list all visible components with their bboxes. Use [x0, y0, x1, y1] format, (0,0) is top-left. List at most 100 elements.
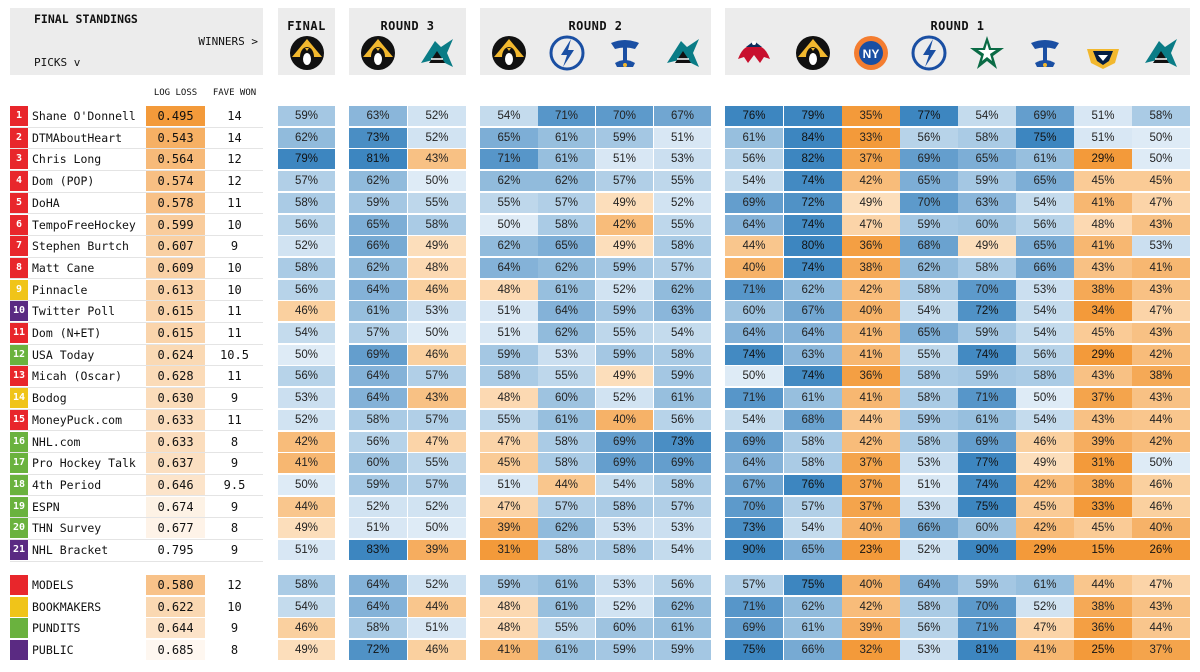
- pick-cell-r3: 57%: [408, 409, 466, 430]
- pick-cell-r1: 35%: [842, 106, 900, 126]
- pick-cell-r1: 37%: [842, 149, 900, 170]
- pick-cell-r1: 61%: [1016, 575, 1074, 595]
- pick-cell-r1: 41%: [842, 344, 900, 365]
- pick-cell-r3: 66%: [349, 236, 407, 257]
- pick-cell-r1: 74%: [784, 366, 842, 387]
- pick-cell-r1: 54%: [784, 518, 842, 539]
- log-loss-cell: 0.564: [146, 149, 205, 170]
- row-divider: [10, 278, 263, 280]
- pick-cell-r1: 41%: [1016, 640, 1074, 661]
- table-row: 4 Dom (POP) 0.574 12 57% 62% 50% 62% 62% 57% 55% 54…: [0, 170, 1200, 192]
- table-row: 16 NHL.com 0.633 8 42% 56% 47% 47% 58% 69% 73% 69% 5…: [0, 431, 1200, 453]
- pick-cell-r2: 50%: [480, 214, 538, 235]
- row-divider: [10, 538, 263, 540]
- pick-cell-r3: 64%: [349, 596, 407, 617]
- pick-cell-r1: 43%: [1132, 323, 1190, 343]
- pick-cell-r2: 51%: [654, 127, 711, 148]
- group-color-badge: [10, 618, 28, 639]
- pick-cell-r1: 72%: [784, 192, 842, 213]
- pick-cell-r3: 53%: [408, 301, 466, 322]
- pick-cell-r1: 58%: [900, 431, 958, 452]
- participant-name: Chris Long: [32, 152, 102, 167]
- round-title-round1: ROUND 1: [930, 19, 985, 33]
- rank-badge: 7: [10, 236, 28, 257]
- pick-cell-r2: 62%: [538, 323, 595, 343]
- log-loss-cell: 0.615: [146, 301, 205, 322]
- predators-logo-icon: [1083, 33, 1123, 73]
- pick-cell-r1: 43%: [1074, 409, 1132, 430]
- pick-cell-r3: 61%: [349, 301, 407, 322]
- pick-cell-r1: 60%: [958, 518, 1016, 539]
- pick-cell-r1: 50%: [1132, 127, 1190, 148]
- pick-cell-final: 79%: [278, 149, 335, 170]
- pick-cell-r3: 59%: [349, 192, 407, 213]
- pick-cell-r1: 36%: [842, 236, 900, 257]
- log-loss-cell: 0.633: [146, 409, 205, 430]
- table-row: 14 Bodog 0.630 9 53% 64% 43% 48% 60% 52% 61% 71% 61%…: [0, 387, 1200, 409]
- row-divider: [10, 495, 263, 497]
- pick-cell-r1: 56%: [725, 149, 783, 170]
- participant-name: DoHA: [32, 195, 60, 210]
- fave-won-cell: 9: [230, 391, 239, 406]
- pick-cell-r2: 62%: [480, 236, 538, 257]
- pick-cell-r1: 42%: [842, 279, 900, 300]
- pick-cell-r1: 37%: [1132, 640, 1190, 661]
- log-loss-cell: 0.795: [146, 540, 205, 560]
- pick-cell-r1: 69%: [725, 192, 783, 213]
- pick-cell-r1: 29%: [1074, 149, 1132, 170]
- row-divider: [10, 408, 263, 410]
- pick-cell-r3: 50%: [408, 171, 466, 192]
- pick-cell-r3: 64%: [349, 575, 407, 595]
- pick-cell-r3: 43%: [408, 149, 466, 170]
- pick-cell-final: 56%: [278, 279, 335, 300]
- pick-cell-r1: 49%: [958, 236, 1016, 257]
- pick-cell-r1: 53%: [900, 496, 958, 517]
- pick-cell-r3: 55%: [408, 453, 466, 474]
- pick-cell-r1: 42%: [1132, 344, 1190, 365]
- rank-badge: 6: [10, 214, 28, 235]
- pick-cell-r1: 76%: [784, 474, 842, 495]
- pick-cell-r3: 52%: [349, 496, 407, 517]
- pick-cell-final: 42%: [278, 431, 335, 452]
- pick-cell-r2: 61%: [538, 149, 595, 170]
- rank-badge: 16: [10, 431, 28, 452]
- pick-cell-r1: 58%: [958, 127, 1016, 148]
- pick-cell-final: 58%: [278, 192, 335, 213]
- pick-cell-r1: 58%: [1132, 106, 1190, 126]
- participant-name: Stephen Burtch: [32, 239, 129, 254]
- pick-cell-r1: 58%: [1016, 366, 1074, 387]
- pick-cell-r1: 54%: [1016, 323, 1074, 343]
- round-title-final: FINAL: [287, 19, 326, 33]
- participant-name: THN Survey: [32, 521, 102, 536]
- fave-won-cell: 12: [227, 578, 242, 592]
- table-row: 2 DTMAboutHeart 0.543 14 62% 73% 52% 65% 61% 59% 5…: [0, 127, 1200, 149]
- group-color-badge: [10, 640, 28, 661]
- pick-cell-final: 46%: [278, 301, 335, 322]
- pick-cell-r3: 48%: [408, 257, 466, 278]
- pick-cell-r1: 54%: [725, 171, 783, 192]
- rank-badge: 14: [10, 388, 28, 409]
- pick-cell-r1: 33%: [1074, 496, 1132, 517]
- pick-cell-r1: 68%: [784, 409, 842, 430]
- pick-cell-r1: 29%: [1016, 540, 1074, 560]
- row-divider: [10, 169, 263, 171]
- participant-name: USA Today: [32, 347, 95, 362]
- pick-cell-r1: 47%: [1132, 192, 1190, 213]
- group-row: PUBLIC 0.685 8 49% 72% 46% 41% 61% 59% 59% 75% 66% 3…: [0, 639, 1200, 661]
- pick-cell-r3: 62%: [349, 171, 407, 192]
- pick-cell-r1: 36%: [1074, 618, 1132, 639]
- participant-name: Micah (Oscar): [32, 369, 123, 384]
- pick-cell-r2: 44%: [538, 474, 595, 495]
- pick-cell-r2: 59%: [596, 127, 653, 148]
- blues-logo-icon: [605, 33, 645, 73]
- table-row: 3 Chris Long 0.564 12 79% 81% 43% 71% 61% 51% 53% 5…: [0, 148, 1200, 170]
- pick-cell-r2: 63%: [654, 301, 711, 322]
- pick-cell-r1: 37%: [842, 496, 900, 517]
- row-divider: [10, 343, 263, 345]
- pick-cell-r1: 44%: [1132, 409, 1190, 430]
- pick-cell-r1: 59%: [900, 409, 958, 430]
- pick-cell-final: 54%: [278, 596, 335, 617]
- pick-cell-r2: 59%: [596, 301, 653, 322]
- pick-cell-r2: 61%: [538, 596, 595, 617]
- pick-cell-r1: 54%: [1016, 301, 1074, 322]
